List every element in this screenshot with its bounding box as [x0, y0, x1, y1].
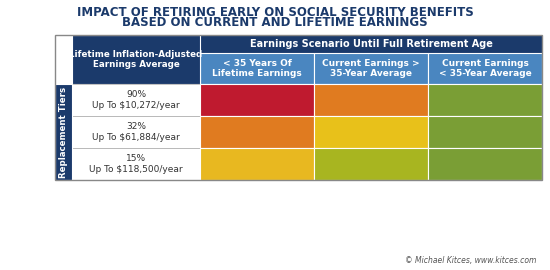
Bar — [200, 116, 314, 148]
Bar — [200, 84, 314, 116]
Text: < 35 Years Of
Lifetime Earnings: < 35 Years Of Lifetime Earnings — [212, 59, 302, 78]
Text: Current Earnings
< 35-Year Average: Current Earnings < 35-Year Average — [439, 59, 531, 78]
Bar — [55, 35, 542, 180]
Bar — [72, 116, 200, 148]
Bar — [72, 84, 200, 116]
Bar — [72, 148, 200, 180]
Bar — [200, 148, 314, 180]
Bar — [314, 84, 428, 116]
Bar — [200, 53, 314, 84]
Bar — [200, 35, 542, 53]
Text: Earnings Scenario Until Full Retirement Age: Earnings Scenario Until Full Retirement … — [250, 39, 492, 49]
Bar — [428, 84, 542, 116]
Bar — [428, 53, 542, 84]
Bar — [72, 35, 200, 84]
Text: Current Earnings >
35-Year Average: Current Earnings > 35-Year Average — [322, 59, 420, 78]
Text: 15%
Up To $118,500/year: 15% Up To $118,500/year — [89, 154, 183, 174]
Text: BASED ON CURRENT AND LIFETIME EARNINGS: BASED ON CURRENT AND LIFETIME EARNINGS — [122, 16, 428, 29]
Bar — [428, 116, 542, 148]
Bar — [55, 84, 72, 180]
Text: IMPACT OF RETIRING EARLY ON SOCIAL SECURITY BENEFITS: IMPACT OF RETIRING EARLY ON SOCIAL SECUR… — [76, 6, 474, 19]
Text: 32%
Up To $61,884/year: 32% Up To $61,884/year — [92, 122, 180, 142]
Text: Replacement Tiers: Replacement Tiers — [59, 86, 68, 178]
Bar — [314, 53, 428, 84]
Text: © Michael Kitces, www.kitces.com: © Michael Kitces, www.kitces.com — [405, 256, 536, 265]
Text: Lifetime Inflation-Adjusted
Earnings Average: Lifetime Inflation-Adjusted Earnings Ave… — [69, 50, 202, 69]
Bar — [428, 148, 542, 180]
Text: 90%
Up To $10,272/year: 90% Up To $10,272/year — [92, 90, 180, 110]
Bar — [314, 148, 428, 180]
Bar — [314, 116, 428, 148]
